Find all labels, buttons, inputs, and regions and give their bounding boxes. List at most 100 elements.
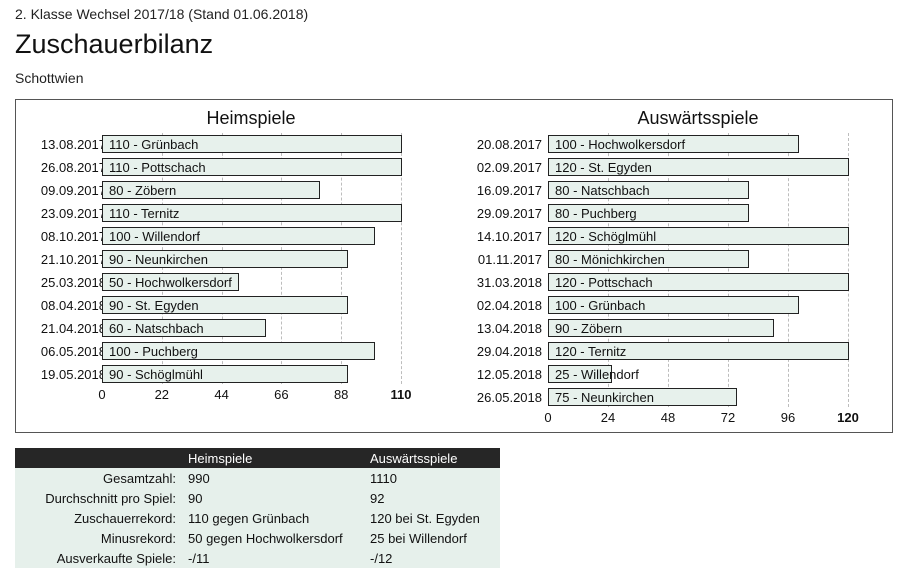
- attendance-bar: [548, 181, 749, 199]
- attendance-bar: [102, 158, 402, 176]
- attendance-bar: [102, 227, 375, 245]
- game-date: 26.08.2017: [40, 160, 106, 175]
- game-date: 02.04.2018: [476, 298, 542, 313]
- stats-home-value: 110 gegen Grünbach: [182, 508, 364, 528]
- stats-row: Minusrekord: 50 gegen Hochwolkersdorf 25 b…: [15, 528, 500, 548]
- game-date: 14.10.2017: [476, 229, 542, 244]
- bar-label: 100 - Grünbach: [555, 298, 646, 313]
- game-date: 13.04.2018: [476, 321, 542, 336]
- attendance-bar: [548, 273, 849, 291]
- game-date: 08.10.2017: [40, 229, 106, 244]
- game-date: 29.04.2018: [476, 344, 542, 359]
- stats-label: Zuschauerrekord:: [15, 508, 182, 528]
- game-date: 21.04.2018: [40, 321, 106, 336]
- game-date: 16.09.2017: [476, 183, 542, 198]
- attendance-bar: [102, 204, 402, 222]
- game-date: 29.09.2017: [476, 206, 542, 221]
- bar-label: 90 - Schöglmühl: [109, 367, 203, 382]
- stats-body: Gesamtzahl: 990 1110 Durchschnitt pro Spiel…: [15, 468, 500, 568]
- away-chart-title: Auswärtsspiele: [637, 108, 759, 128]
- stats-home-value: 50 gegen Hochwolkersdorf: [182, 528, 364, 548]
- x-tick-label: 88: [333, 387, 349, 402]
- bar-label: 120 - Schöglmühl: [555, 229, 657, 244]
- x-tick-label: 66: [274, 387, 289, 402]
- bar-label: 100 - Hochwolkersdorf: [555, 137, 686, 152]
- game-date: 12.05.2018: [476, 367, 542, 382]
- game-date: 01.11.2017: [477, 252, 542, 267]
- bar-label: 80 - Puchberg: [555, 206, 637, 221]
- stats-home-value: -/11: [182, 548, 364, 568]
- bar-label: 60 - Natschbach: [109, 321, 204, 336]
- game-date: 20.08.2017: [476, 137, 542, 152]
- bar-label: 90 - St. Egyden: [109, 298, 199, 313]
- game-date: 25.03.2018: [40, 275, 106, 290]
- stats-table: Heimspiele Auswärtsspiele Gesamtzahl: 990…: [15, 448, 500, 568]
- game-date: 02.09.2017: [476, 160, 542, 175]
- bar-label: 50 - Hochwolkersdorf: [109, 275, 232, 290]
- game-date: 23.09.2017: [40, 206, 106, 221]
- game-date: 08.04.2018: [40, 298, 106, 313]
- x-tick-label: 0: [544, 410, 552, 425]
- stats-label: Durchschnitt pro Spiel:: [15, 488, 182, 508]
- gridline: [848, 133, 849, 407]
- stats-away-value: -/12: [364, 548, 500, 568]
- x-tick-label: 24: [600, 410, 616, 425]
- stats-away-value: 120 bei St. Egyden: [364, 508, 500, 528]
- attendance-bar: [548, 158, 849, 176]
- gridline: [608, 133, 609, 407]
- attendance-bar: [102, 135, 402, 153]
- stats-row: Gesamtzahl: 990 1110: [15, 468, 500, 488]
- stats-label: Minusrekord:: [15, 528, 182, 548]
- attendance-bar: [102, 273, 239, 291]
- x-tick-label: 22: [154, 387, 170, 402]
- x-tick-label: 72: [720, 410, 736, 425]
- bar-label: 110 - Grünbach: [109, 137, 199, 152]
- bar-label: 110 - Ternitz: [109, 206, 180, 221]
- bar-label: 80 - Zöbern: [109, 183, 177, 198]
- game-date: 13.08.2017: [40, 137, 106, 152]
- gridline: [401, 133, 402, 384]
- game-date: 31.03.2018: [476, 275, 542, 290]
- stats-header-row: Heimspiele Auswärtsspiele: [15, 448, 500, 468]
- game-date: 06.05.2018: [40, 344, 106, 359]
- bar-label: 90 - Neunkirchen: [109, 252, 208, 267]
- stats-header-empty: [15, 448, 182, 468]
- bar-label: 80 - Mönichkirchen: [555, 252, 665, 267]
- bar-label: 120 - Pottschach: [555, 275, 653, 290]
- stats-home-value: 90: [182, 488, 364, 508]
- gridline: [788, 133, 789, 407]
- attendance-bar: [548, 365, 612, 383]
- bar-label: 100 - Puchberg: [109, 344, 198, 359]
- game-date: 19.05.2018: [40, 367, 106, 382]
- attendance-bar: [548, 250, 749, 268]
- game-date: 21.10.2017: [40, 252, 106, 267]
- gridline: [728, 133, 729, 407]
- attendance-bar: [102, 181, 321, 199]
- attendance-bar: [102, 365, 348, 383]
- home-chart-title: Heimspiele: [206, 108, 296, 128]
- x-tick-label: 0: [98, 387, 106, 402]
- bar-label: 80 - Natschbach: [555, 183, 650, 198]
- attendance-bar: [548, 296, 799, 314]
- bar-label: 110 - Pottschach: [109, 160, 206, 175]
- stats-label: Ausverkaufte Spiele:: [15, 548, 182, 568]
- stats-away-value: 25 bei Willendorf: [364, 528, 500, 548]
- stats-header-home: Heimspiele: [182, 448, 364, 468]
- attendance-bar: [548, 342, 849, 360]
- stats-row: Ausverkaufte Spiele: -/11 -/12: [15, 548, 500, 568]
- attendance-bar: [102, 342, 375, 360]
- attendance-bar: [548, 135, 799, 153]
- attendance-bar: [548, 319, 774, 337]
- attendance-bar: [102, 250, 348, 268]
- x-tick-label: 96: [780, 410, 796, 425]
- game-date: 26.05.2018: [476, 390, 542, 405]
- bar-label: 120 - St. Egyden: [555, 160, 652, 175]
- bar-label: 100 - Willendorf: [109, 229, 201, 244]
- page-title: Zuschauerbilanz: [15, 29, 214, 59]
- game-date: 09.09.2017: [40, 183, 106, 198]
- attendance-bar: [102, 319, 267, 337]
- attendance-bar: [548, 227, 849, 245]
- bar-label: 75 - Neunkirchen: [555, 390, 654, 405]
- x-tick-label: 44: [214, 387, 229, 402]
- season-subtitle: 2. Klasse Wechsel 2017/18 (Stand 01.06.2…: [15, 6, 309, 22]
